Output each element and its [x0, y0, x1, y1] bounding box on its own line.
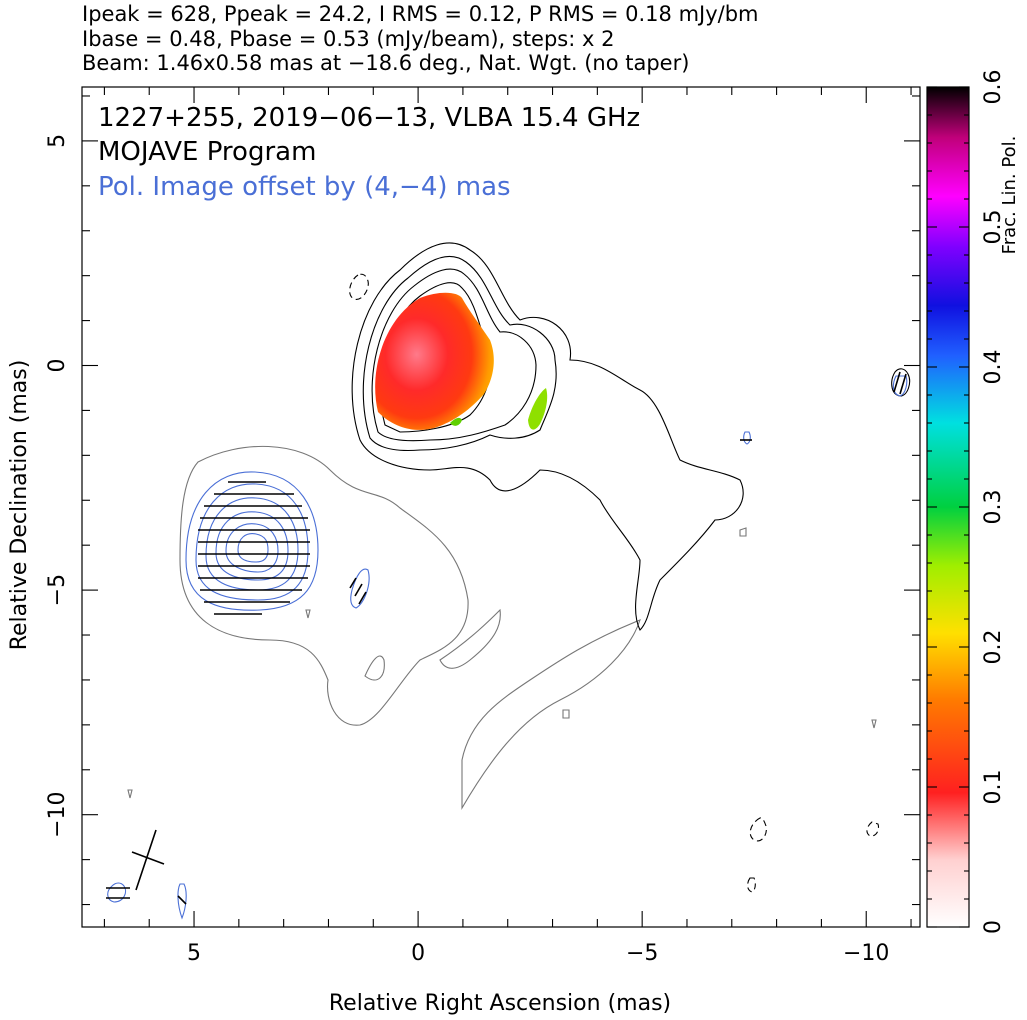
- colorbar-tick-label: 0.5: [981, 210, 1006, 245]
- y-tick-label: 5: [45, 134, 70, 148]
- colorbar-ticks: 0 0.1 0.2 0.3 0.4 0.5 0.6: [927, 70, 1006, 934]
- evpa-ticks: [106, 371, 907, 905]
- header-line-3: Beam: 1.46x0.58 mas at −18.6 deg., Nat. …: [82, 51, 690, 75]
- plot-frame: [81, 86, 921, 928]
- inset-title: 1227+255, 2019−06−13, VLBA 15.4 GHz: [98, 103, 641, 133]
- inset-program: MOJAVE Program: [98, 137, 317, 167]
- fractional-pol-patch: [450, 417, 462, 426]
- colorbar-tick-label: 0.2: [981, 630, 1006, 665]
- colorbar-tick-label: 0.6: [981, 70, 1006, 105]
- colorbar-tick-label: 0.1: [981, 770, 1006, 805]
- x-tick-label: 5: [187, 941, 201, 966]
- colorbar-label: Frac. Lin. Pol.: [999, 136, 1020, 255]
- x-tick-label: 0: [411, 941, 425, 966]
- y-tick-label: −5: [45, 574, 70, 606]
- inset-pol-offset-note: Pol. Image offset by (4,−4) mas: [98, 172, 511, 202]
- colorbar-tick-label: 0: [981, 920, 1006, 934]
- x-ticks: 5 0 −5 −10: [103, 87, 912, 966]
- fractional-pol-map: [375, 292, 494, 430]
- pol-contours: [107, 375, 908, 920]
- fractional-pol-patch: [528, 388, 548, 430]
- header-line-1: Ipeak = 628, Ppeak = 24.2, I RMS = 0.12,…: [82, 2, 759, 26]
- y-axis-label: Relative Declination (mas): [7, 360, 32, 651]
- header-line-2: Ibase = 0.48, Pbase = 0.53 (mJy/beam), s…: [82, 27, 615, 51]
- colorbar-tick-label: 0.3: [981, 490, 1006, 525]
- x-tick-label: −5: [626, 941, 658, 966]
- low-contours: [127, 445, 877, 811]
- colorbar-tick-label: 0.4: [981, 350, 1006, 385]
- y-tick-label: −10: [45, 791, 70, 837]
- x-axis-label: Relative Right Ascension (mas): [329, 991, 671, 1016]
- y-ticks: 5 0 −5 −10: [45, 95, 920, 906]
- x-tick-label: −10: [843, 941, 889, 966]
- y-tick-label: 0: [45, 359, 70, 373]
- image-layer: [106, 242, 911, 920]
